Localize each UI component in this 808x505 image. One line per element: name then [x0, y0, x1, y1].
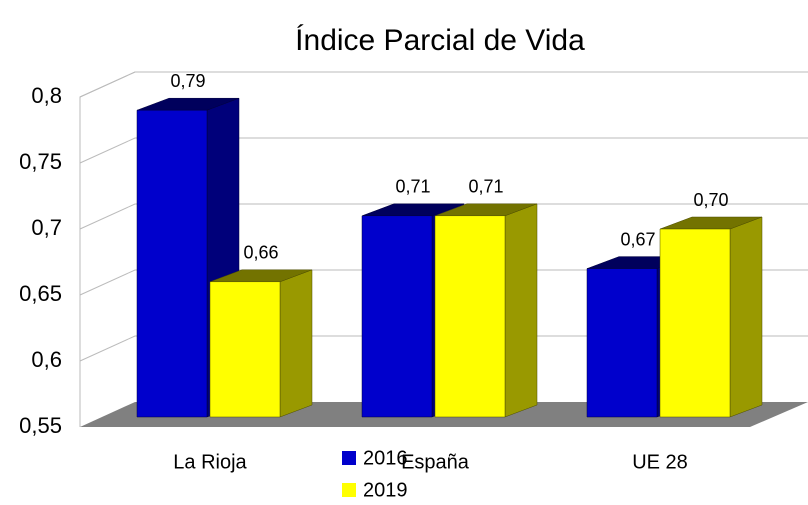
- grid-line: [79, 71, 808, 98]
- value-label: 0,71: [395, 177, 430, 197]
- x-tick-label: España: [401, 451, 470, 473]
- grid-line: [79, 137, 808, 164]
- bar-front: [136, 109, 208, 418]
- y-tick-label: 0,7: [31, 215, 62, 240]
- legend-swatch: [342, 451, 356, 465]
- chart-title: Índice Parcial de Vida: [295, 24, 585, 57]
- legend-label: 2016: [363, 447, 408, 469]
- x-tick-label: La Rioja: [173, 451, 247, 473]
- bar-front: [434, 215, 506, 418]
- legend-swatch: [342, 483, 356, 497]
- bar-front: [659, 228, 731, 418]
- legend-label: 2019: [363, 479, 408, 501]
- grid-line: [79, 203, 808, 230]
- bar-side: [729, 216, 763, 418]
- x-tick-label: UE 28: [632, 451, 688, 473]
- value-label: 0,71: [468, 177, 503, 197]
- bar-front: [361, 215, 433, 418]
- bar-side: [504, 203, 538, 418]
- axis-line: [79, 71, 136, 427]
- bar-front: [586, 268, 658, 418]
- bar: [434, 203, 538, 418]
- value-label: 0,70: [693, 190, 728, 210]
- value-label: 0,79: [170, 71, 205, 91]
- value-label: 0,66: [243, 243, 278, 263]
- grid-line: [79, 335, 808, 362]
- y-tick-label: 0,65: [19, 281, 62, 306]
- y-tick-label: 0,55: [19, 413, 62, 438]
- grid-line: [79, 269, 808, 296]
- value-label: 0,67: [620, 229, 655, 249]
- bar: [659, 216, 763, 418]
- bar-side: [279, 269, 313, 418]
- bar: [209, 269, 313, 418]
- bar-front: [209, 281, 281, 418]
- y-tick-label: 0,8: [31, 83, 62, 108]
- y-tick-label: 0,6: [31, 347, 62, 372]
- y-tick-label: 0,75: [19, 149, 62, 174]
